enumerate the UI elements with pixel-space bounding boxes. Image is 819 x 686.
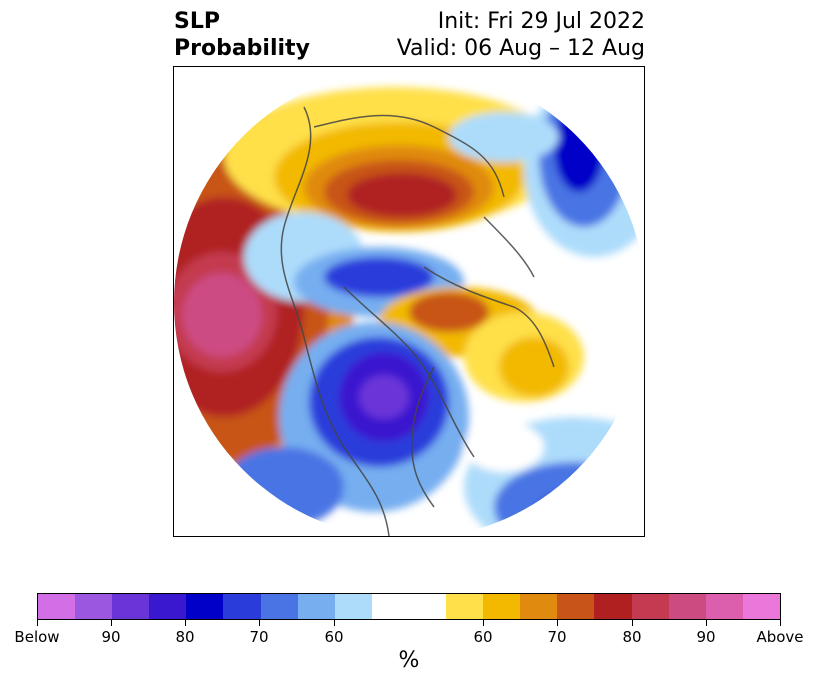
colorbar-tick xyxy=(185,620,186,626)
colorbar-tick-label: 60 xyxy=(324,628,344,646)
colorbar-segment xyxy=(520,594,558,619)
colorbar-segment xyxy=(75,594,113,619)
probability-map xyxy=(174,67,644,536)
colorbar-tick xyxy=(557,620,558,626)
colorbar-tick xyxy=(483,620,484,626)
colorbar-segment xyxy=(705,594,743,619)
colorbar-segment xyxy=(594,594,632,619)
colorbar-segment xyxy=(297,594,335,619)
title-right: Init: Fri 29 Jul 2022 Valid: 06 Aug – 12… xyxy=(397,8,645,62)
colorbar-tick xyxy=(259,620,260,626)
probability-field xyxy=(174,67,644,536)
colorbar-tick-label: 90 xyxy=(696,628,716,646)
colorbar-tick xyxy=(37,620,38,626)
colorbar-segment xyxy=(483,594,521,619)
init-date: Init: Fri 29 Jul 2022 xyxy=(437,9,645,34)
colorbar-tick xyxy=(632,620,633,626)
title-left: SLP Probability xyxy=(174,8,310,62)
colorbar-tick-label: 60 xyxy=(473,628,493,646)
colorbar-segment xyxy=(631,594,669,619)
colorbar-segment xyxy=(742,594,780,619)
colorbar-segment xyxy=(38,594,76,619)
colorbar-segment xyxy=(334,594,372,619)
colorbar-tick xyxy=(111,620,112,626)
colorbar-tick-label: 90 xyxy=(101,628,121,646)
colorbar-tick-label: Above xyxy=(756,628,804,646)
colorbar-tick-label: 80 xyxy=(622,628,642,646)
valid-range: Valid: 06 Aug – 12 Aug xyxy=(396,36,645,61)
colorbar-segment xyxy=(446,594,484,619)
colorbar-tick-label: 70 xyxy=(249,628,269,646)
colorbar-tick xyxy=(780,620,781,626)
colorbar-segment xyxy=(371,594,447,619)
coastlines xyxy=(280,106,555,536)
title-variable: SLP xyxy=(174,9,220,34)
colorbar-segment xyxy=(557,594,595,619)
colorbar-segment xyxy=(112,594,150,619)
colorbar-tick xyxy=(706,620,707,626)
colorbar-tick-label: 80 xyxy=(175,628,195,646)
colorbar-segment xyxy=(186,594,224,619)
colorbar-segment xyxy=(260,594,298,619)
title-product: Probability xyxy=(174,36,310,61)
colorbar-tick-label: Below xyxy=(14,628,60,646)
map-frame xyxy=(173,66,645,537)
colorbar-units: % xyxy=(398,648,420,673)
colorbar-segment xyxy=(149,594,187,619)
colorbar xyxy=(37,593,781,620)
colorbar-segment xyxy=(668,594,706,619)
colorbar-tick-label: 70 xyxy=(547,628,567,646)
colorbar-tick xyxy=(334,620,335,626)
colorbar-segment xyxy=(223,594,261,619)
